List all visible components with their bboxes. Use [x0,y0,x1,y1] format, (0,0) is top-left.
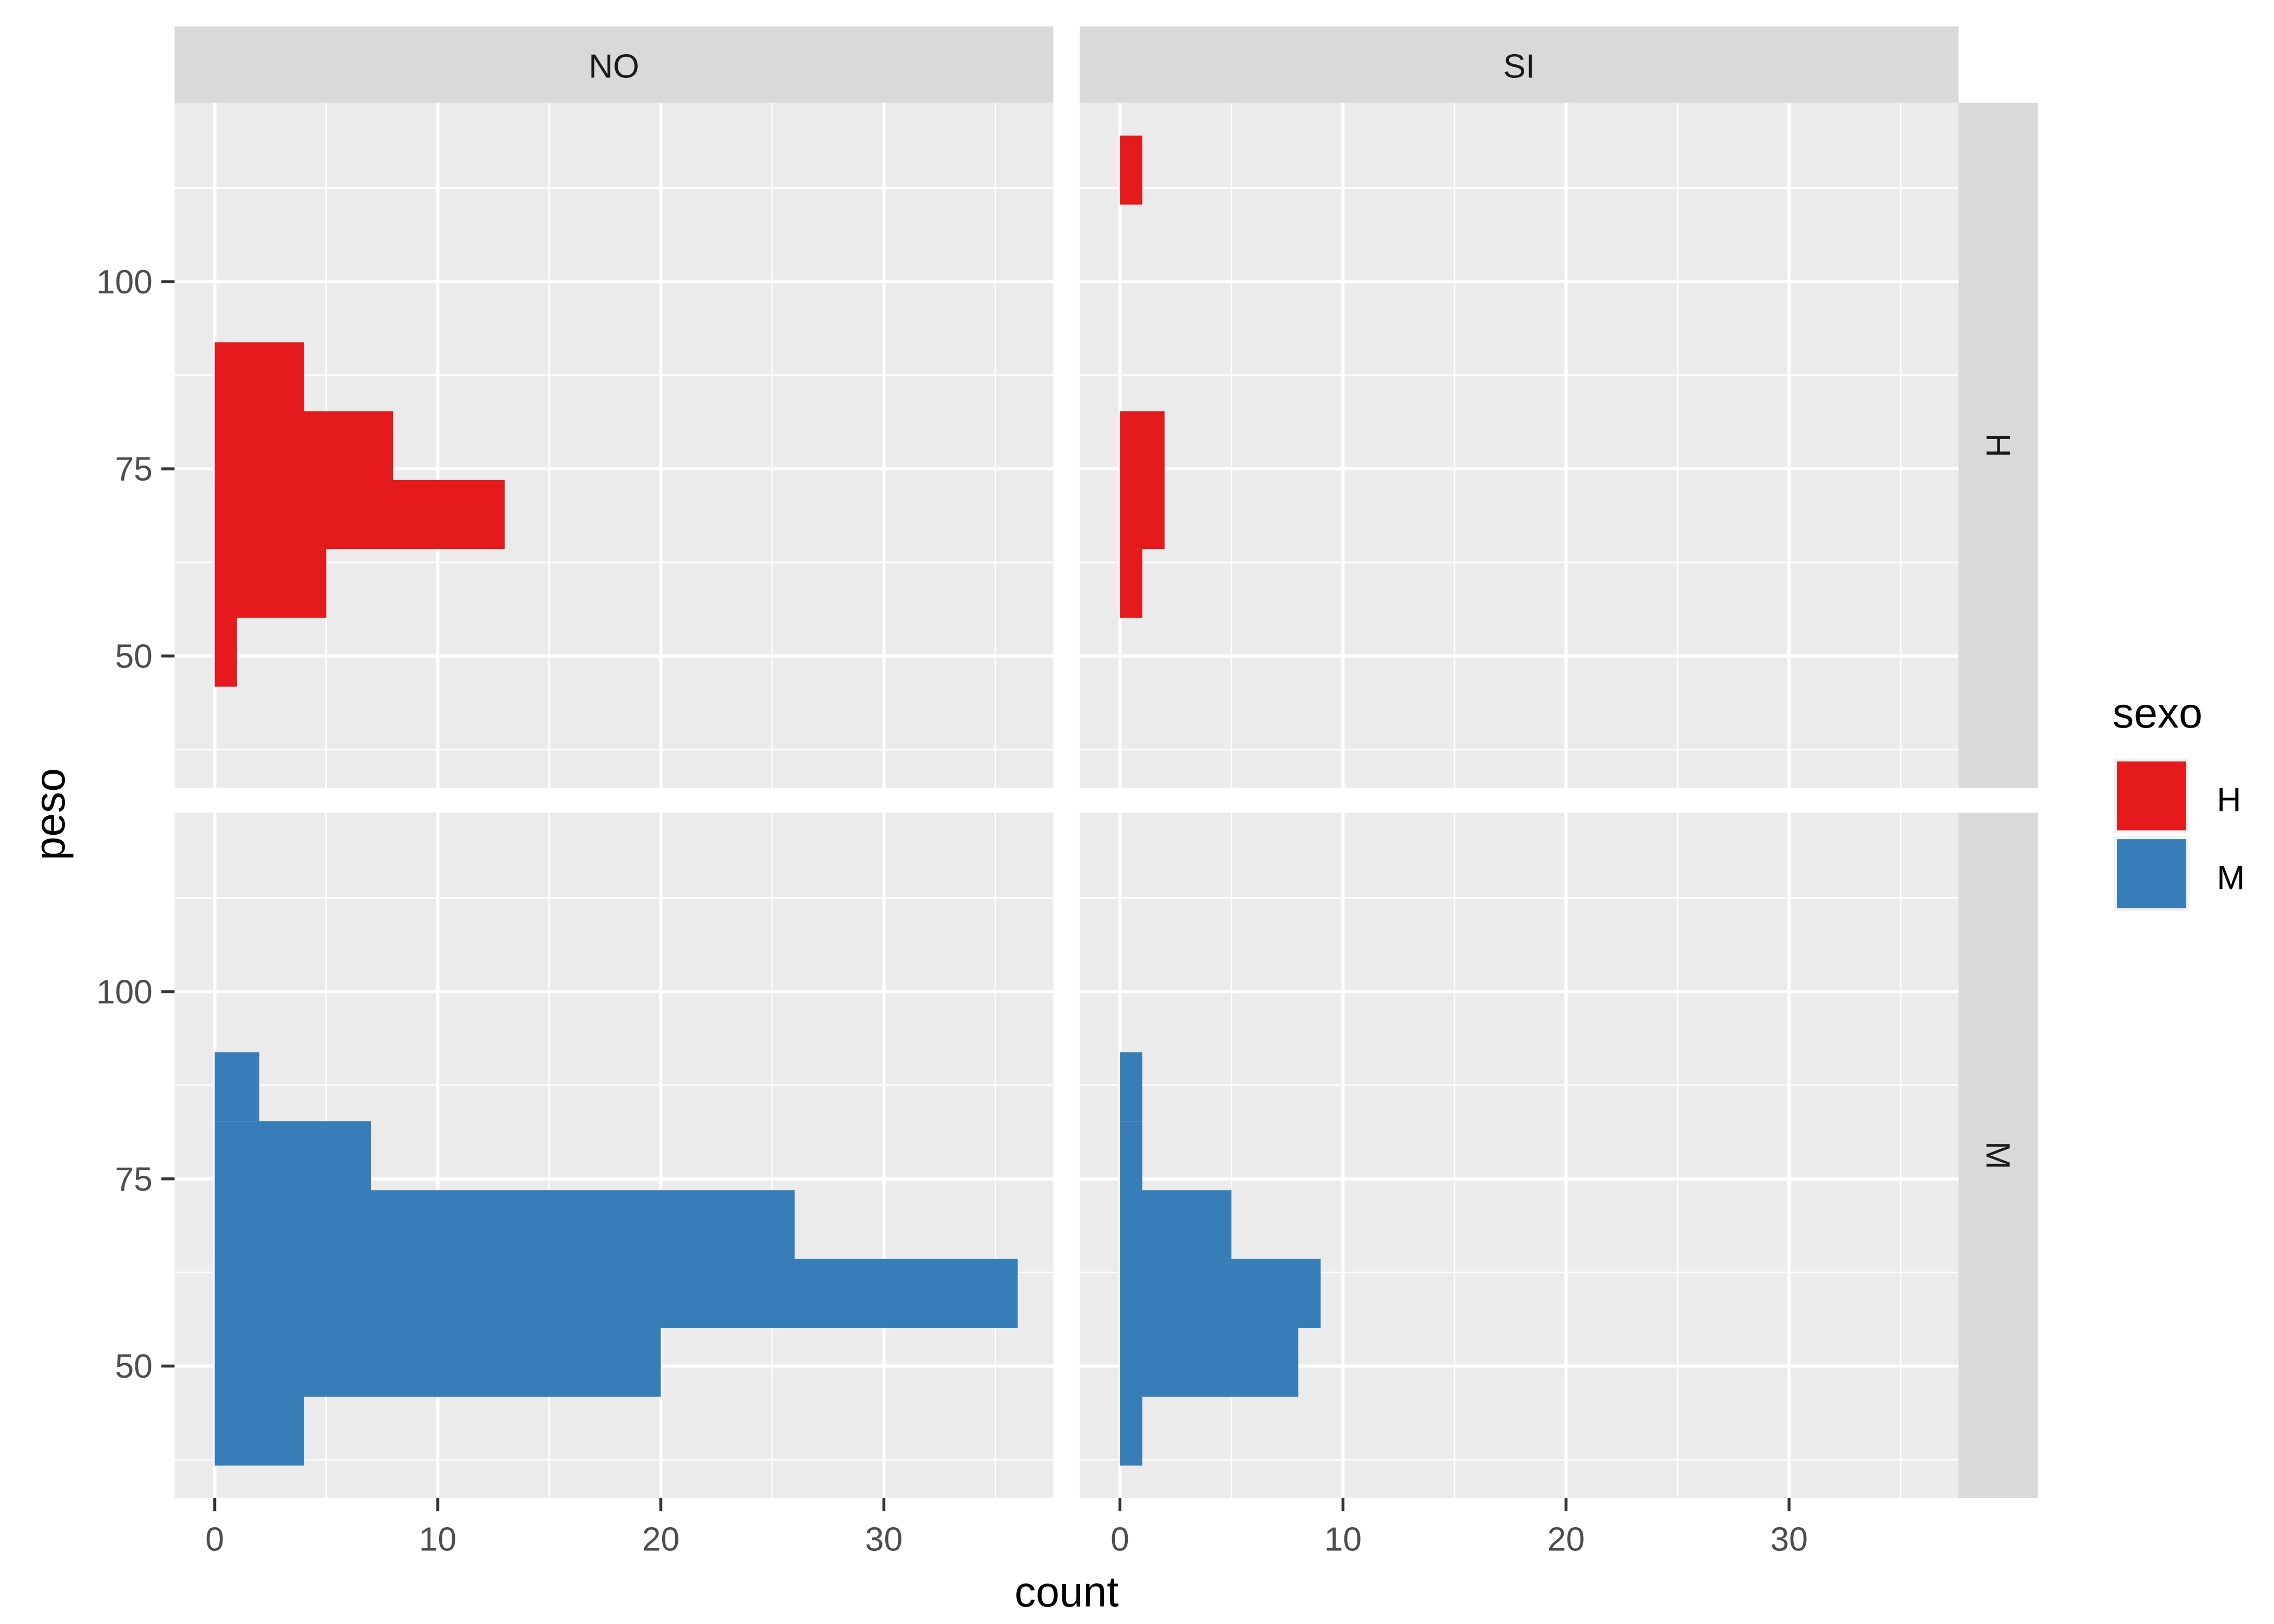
x-tick-label: 30 [1770,1521,1808,1558]
histogram-bar [214,342,304,411]
x-axis-title: count [1015,1568,1119,1615]
histogram-bar [214,618,237,687]
panel-background [1080,102,1959,788]
histogram-bar [214,480,505,549]
histogram-bar [1120,1190,1232,1259]
panel-si-h [1080,102,1959,788]
x-tick-label: 20 [1547,1521,1585,1558]
histogram-bar [214,1327,661,1397]
legend-swatch-h [2117,761,2186,830]
strip-m [1958,813,2038,1498]
panel-si-m [1080,813,1959,1498]
panel-no-h [174,102,1054,788]
y-tick-label: 75 [115,1161,152,1198]
histogram-bar [1120,1121,1142,1190]
x-tick-label: 0 [1110,1521,1129,1558]
panel-no-m [174,813,1054,1498]
histogram-bar [1120,1397,1142,1466]
x-tick-label: 10 [419,1521,456,1558]
histogram-bar [214,1052,259,1122]
histogram-bar [214,1190,795,1259]
strip-label: NO [589,48,639,86]
x-tick-label: 20 [642,1521,679,1558]
histogram-bar [214,1259,1018,1328]
histogram-bar [1120,1259,1321,1328]
legend-label-m: M [2217,859,2245,896]
y-tick-label: 50 [115,638,152,676]
histogram-bar [214,1121,371,1190]
y-axis-title: peso [26,768,74,860]
strip-si [1080,26,1959,103]
histogram-bar [214,1397,304,1466]
x-tick-label: 10 [1324,1521,1362,1558]
histogram-bar [1120,480,1165,549]
strip-h [1958,102,2038,788]
histogram-bar [1120,1052,1142,1122]
strip-label: H [1979,433,2016,457]
strip-label: M [1979,1141,2016,1169]
legend-label-h: H [2217,782,2241,819]
y-tick-label: 100 [96,264,153,301]
legend-swatch-m [2117,839,2186,908]
x-tick-label: 0 [205,1521,224,1558]
y-tick-label: 100 [96,974,153,1011]
strip-label: SI [1503,48,1535,86]
legend: sexo H M [2113,689,2245,911]
x-tick-label: 30 [865,1521,903,1558]
legend-title: sexo [2113,689,2203,737]
histogram-bar [214,549,326,618]
strip-no [174,26,1054,103]
histogram-bar [1120,549,1142,618]
histogram-bar [1120,135,1142,205]
histogram-bar [214,411,394,480]
histogram-bar [1120,1327,1299,1397]
y-tick-label: 75 [115,451,152,488]
histogram-bar [1120,411,1165,480]
y-tick-label: 50 [115,1348,152,1385]
